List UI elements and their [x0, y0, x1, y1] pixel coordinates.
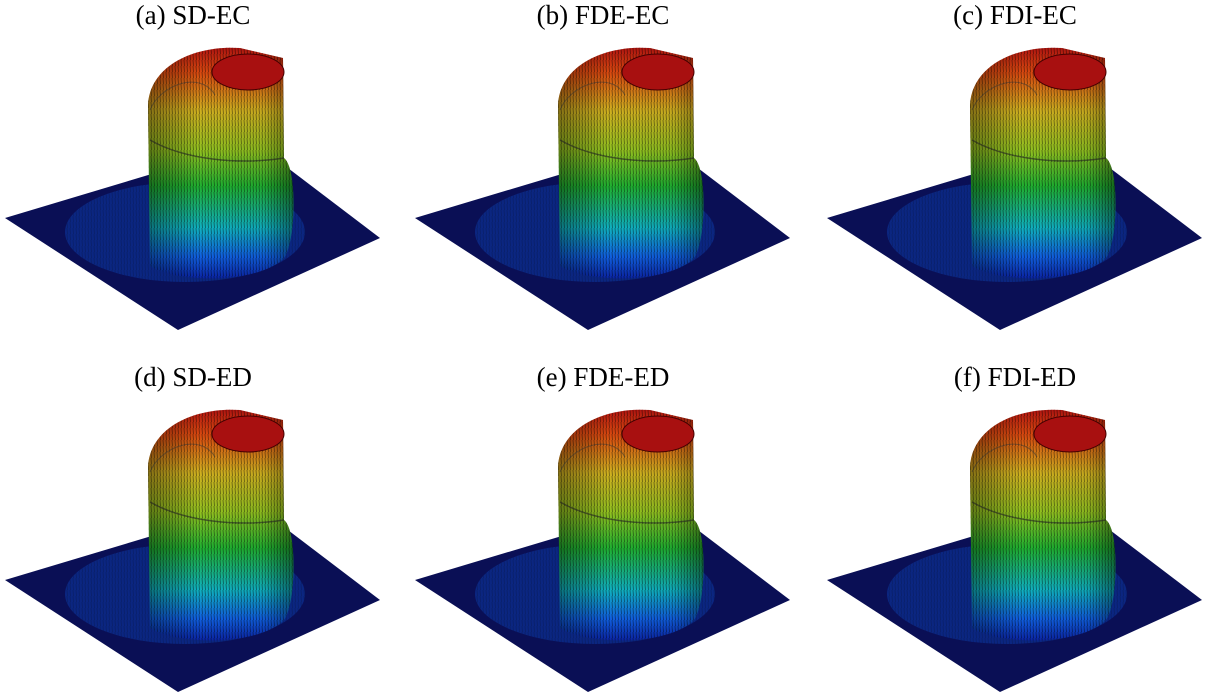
panel-caption: (d) SD-ED — [134, 362, 252, 392]
panel-caption: (c) FDI-EC — [953, 0, 1077, 30]
panel-caption: (f) FDI-ED — [954, 362, 1076, 392]
panel: (d) SD-ED — [5, 362, 380, 692]
panel-caption: (b) FDE-EC — [537, 0, 670, 30]
panel: (a) SD-EC — [5, 0, 380, 330]
panel: (e) FDE-ED — [415, 362, 790, 692]
surface-plot — [415, 410, 790, 692]
panel-caption: (e) FDE-ED — [537, 362, 670, 392]
panel: (c) FDI-EC — [827, 0, 1202, 330]
panel-caption: (a) SD-EC — [136, 0, 251, 30]
surface-plot — [415, 48, 790, 330]
panel: (f) FDI-ED — [827, 362, 1202, 692]
surface-plot — [5, 48, 380, 330]
surface-plot — [827, 410, 1202, 692]
surface-plot — [827, 48, 1202, 330]
surface-plot — [5, 410, 380, 692]
panel: (b) FDE-EC — [415, 0, 790, 330]
